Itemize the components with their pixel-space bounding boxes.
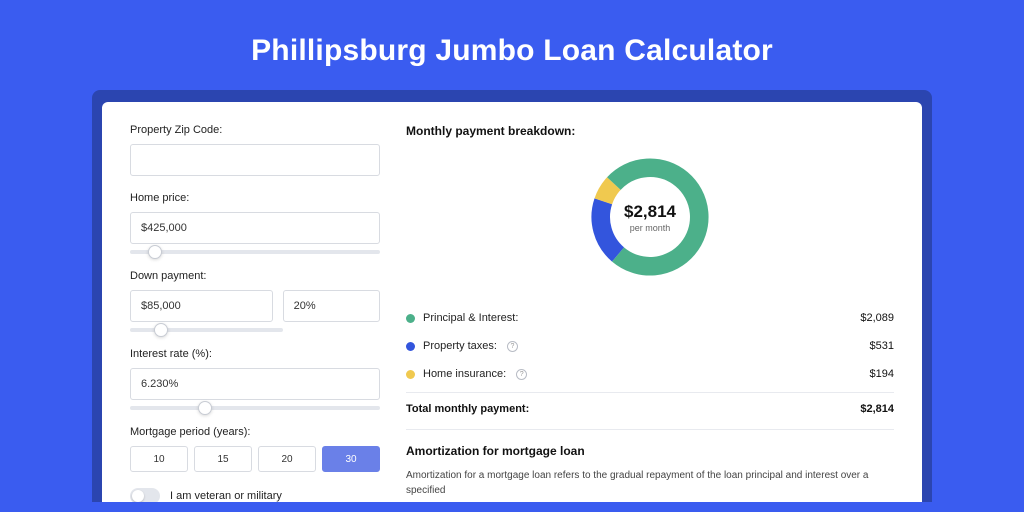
home-price-slider[interactable] xyxy=(130,250,380,254)
calculator-card: Property Zip Code: Home price: Down paym… xyxy=(102,102,922,502)
legend-value: $531 xyxy=(870,340,894,352)
zip-field: Property Zip Code: xyxy=(130,124,380,176)
legend-label: Principal & Interest: xyxy=(423,312,518,324)
legend-row: Home insurance:? $194 xyxy=(406,360,894,388)
veteran-toggle-label: I am veteran or military xyxy=(170,490,282,502)
legend-label: Property taxes: xyxy=(423,340,497,352)
interest-rate-label: Interest rate (%): xyxy=(130,348,380,360)
form-panel: Property Zip Code: Home price: Down paym… xyxy=(130,124,380,502)
legend-label: Home insurance: xyxy=(423,368,506,380)
legend-value: $194 xyxy=(870,368,894,380)
breakdown-title: Monthly payment breakdown: xyxy=(406,124,894,138)
down-payment-input[interactable] xyxy=(130,290,273,322)
down-payment-field: Down payment: xyxy=(130,270,380,332)
down-payment-pct-input[interactable] xyxy=(283,290,380,322)
donut-center-value: $2,814 xyxy=(624,202,676,222)
breakdown-panel: Monthly payment breakdown: $2,814 per mo… xyxy=(406,124,894,502)
period-button-30[interactable]: 30 xyxy=(322,446,380,472)
zip-input[interactable] xyxy=(130,144,380,176)
total-label: Total monthly payment: xyxy=(406,403,529,415)
legend-row: Principal & Interest: $2,089 xyxy=(406,304,894,332)
interest-rate-slider-thumb[interactable] xyxy=(198,401,212,415)
interest-rate-input[interactable] xyxy=(130,368,380,400)
down-payment-label: Down payment: xyxy=(130,270,380,282)
legend-dot xyxy=(406,342,415,351)
home-price-slider-thumb[interactable] xyxy=(148,245,162,259)
veteran-toggle-knob xyxy=(132,490,144,502)
down-payment-slider-thumb[interactable] xyxy=(154,323,168,337)
info-icon[interactable]: ? xyxy=(516,369,527,380)
veteran-toggle-row: I am veteran or military xyxy=(130,488,380,502)
interest-rate-field: Interest rate (%): xyxy=(130,348,380,410)
card-shadow: Property Zip Code: Home price: Down paym… xyxy=(92,90,932,502)
legend-value: $2,089 xyxy=(860,312,894,324)
home-price-input[interactable] xyxy=(130,212,380,244)
period-button-20[interactable]: 20 xyxy=(258,446,316,472)
down-payment-slider[interactable] xyxy=(130,328,283,332)
period-button-15[interactable]: 15 xyxy=(194,446,252,472)
interest-rate-slider[interactable] xyxy=(130,406,380,410)
zip-label: Property Zip Code: xyxy=(130,124,380,136)
period-button-10[interactable]: 10 xyxy=(130,446,188,472)
donut-chart-wrap: $2,814 per month xyxy=(406,152,894,282)
amortization-section: Amortization for mortgage loan Amortizat… xyxy=(406,429,894,498)
info-icon[interactable]: ? xyxy=(507,341,518,352)
donut-center: $2,814 per month xyxy=(585,152,715,282)
total-row: Total monthly payment: $2,814 xyxy=(406,392,894,429)
amortization-title: Amortization for mortgage loan xyxy=(406,444,894,458)
home-price-field: Home price: xyxy=(130,192,380,254)
legend-dot xyxy=(406,314,415,323)
page-title: Phillipsburg Jumbo Loan Calculator xyxy=(0,0,1024,90)
legend-dot xyxy=(406,370,415,379)
amortization-text: Amortization for a mortgage loan refers … xyxy=(406,468,894,498)
home-price-label: Home price: xyxy=(130,192,380,204)
mortgage-period-buttons: 10152030 xyxy=(130,446,380,472)
mortgage-period-field: Mortgage period (years): 10152030 xyxy=(130,426,380,472)
legend-row: Property taxes:? $531 xyxy=(406,332,894,360)
donut-center-sub: per month xyxy=(630,223,671,233)
mortgage-period-label: Mortgage period (years): xyxy=(130,426,380,438)
veteran-toggle[interactable] xyxy=(130,488,160,502)
legend: Principal & Interest: $2,089 Property taxe… xyxy=(406,304,894,388)
total-value: $2,814 xyxy=(860,403,894,415)
donut-chart: $2,814 per month xyxy=(585,152,715,282)
